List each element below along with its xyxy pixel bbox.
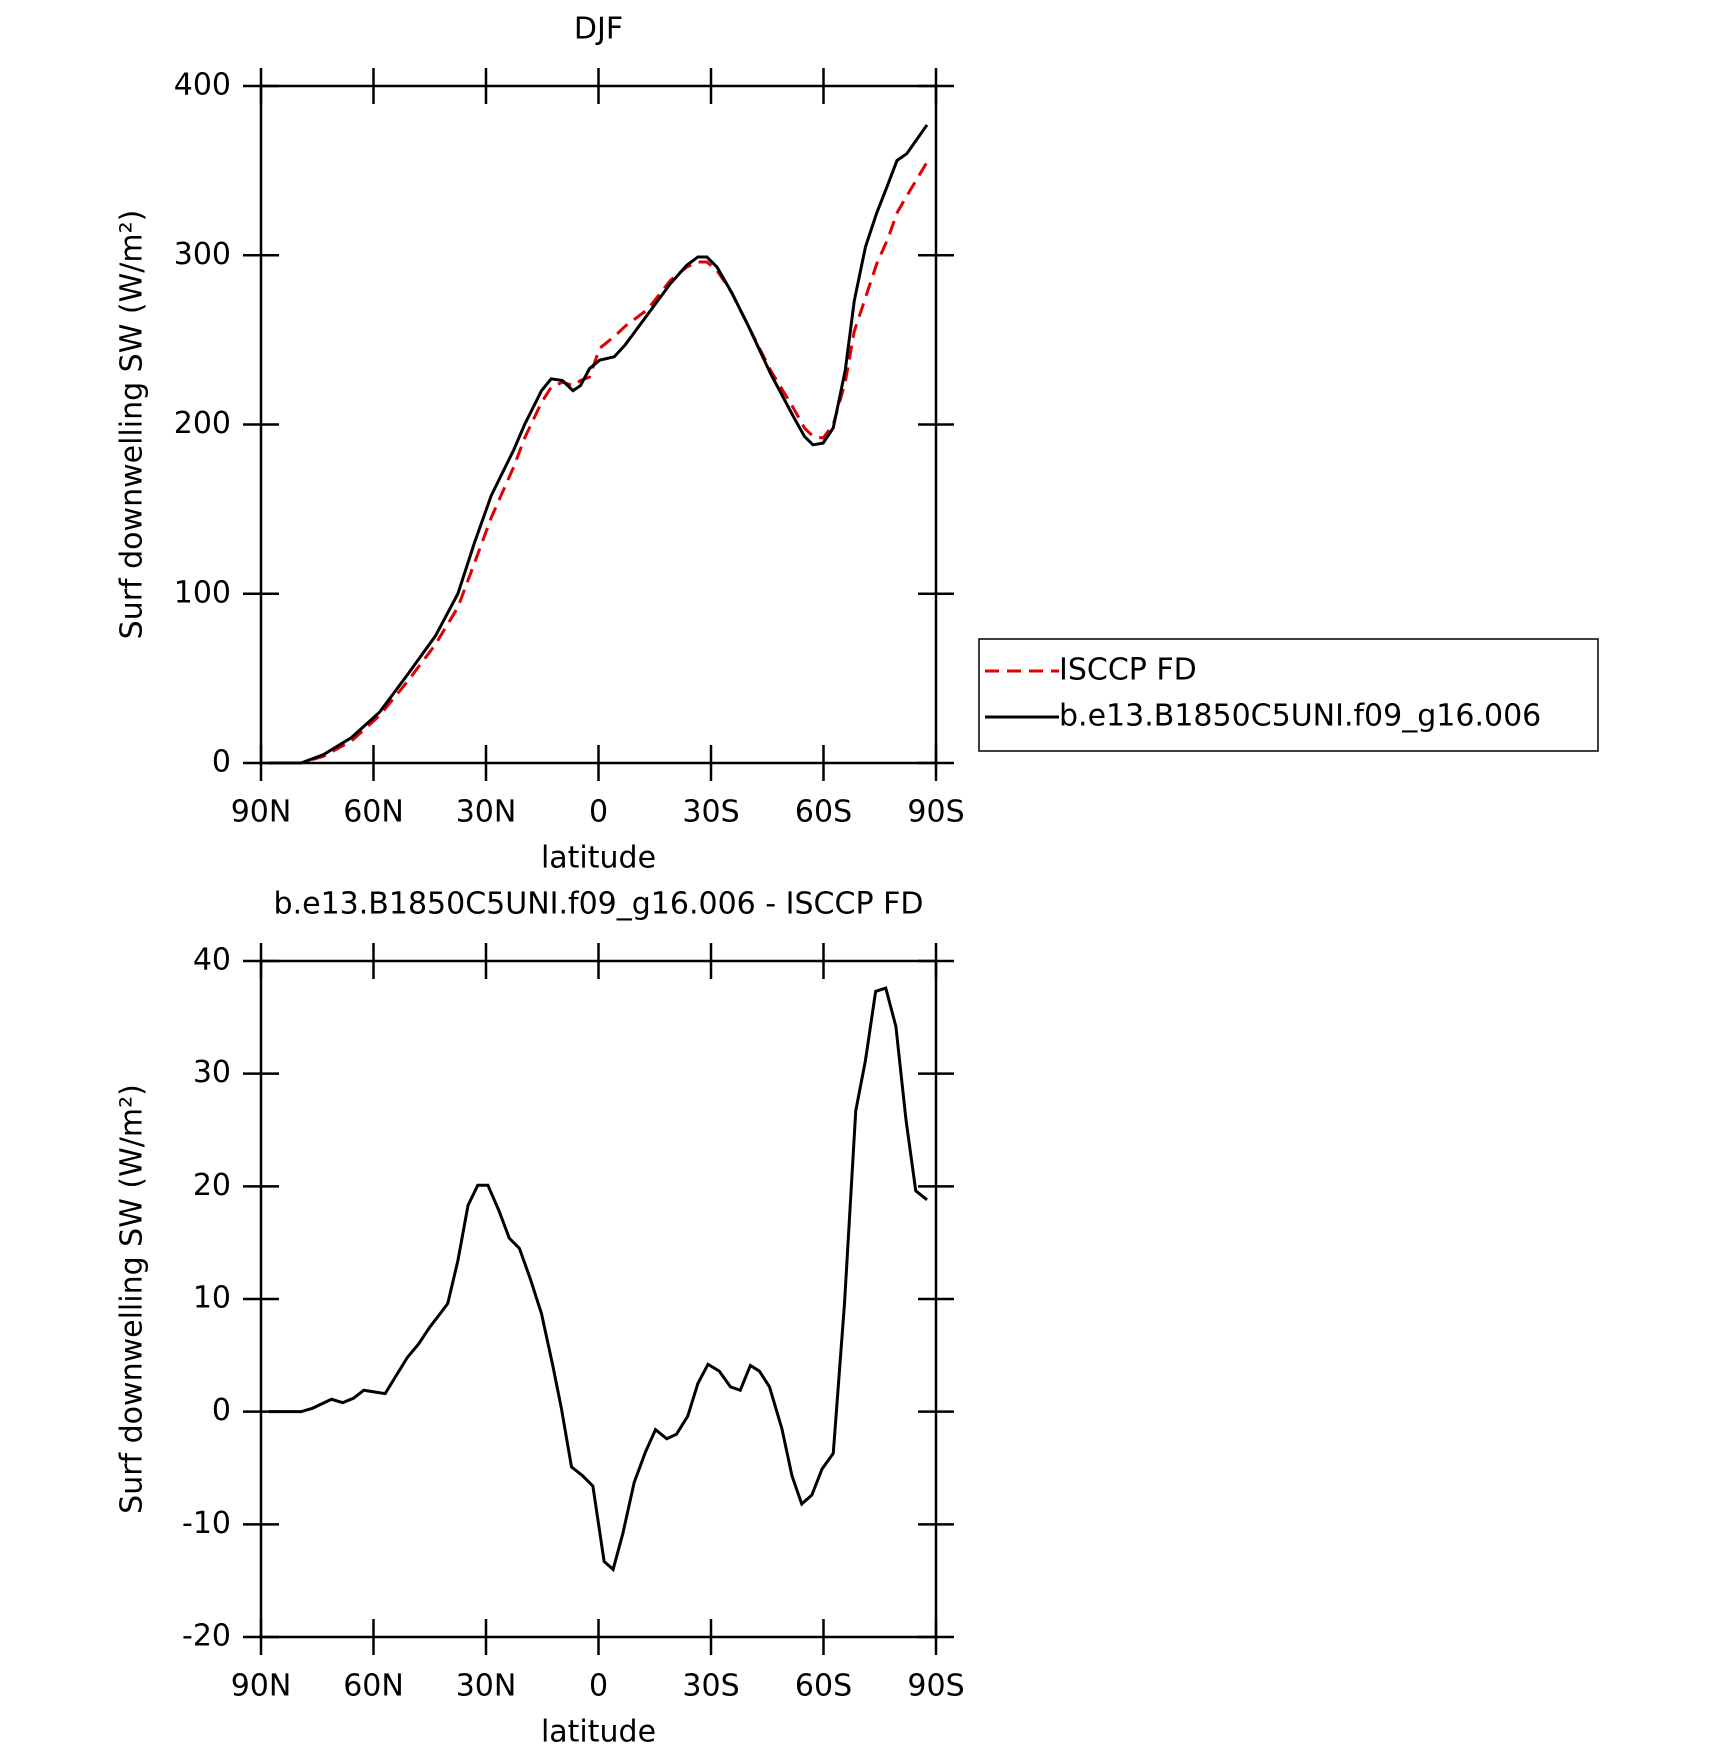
data-line: [268, 161, 929, 765]
y-tick-label: 0: [212, 745, 231, 780]
data-line: [268, 986, 928, 1573]
y-tick-label: -20: [182, 1619, 231, 1654]
x-axis-label: latitude: [541, 841, 656, 876]
x-tick-label: 30S: [682, 1669, 739, 1704]
y-tick-label: 30: [193, 1055, 231, 1090]
x-tick-label: 60S: [795, 1669, 852, 1704]
x-tick-label: 0: [589, 795, 608, 830]
x-tick-label: 30N: [456, 1669, 517, 1704]
plot-frame: [259, 959, 938, 1639]
x-tick-label: 90S: [907, 1669, 964, 1704]
y-tick-label: 20: [193, 1168, 231, 1203]
x-tick-label: 30S: [682, 795, 739, 830]
y-tick-label: 0: [212, 1393, 231, 1428]
plot-frame: [259, 84, 938, 765]
x-tick-label: 90S: [907, 795, 964, 830]
x-tick-label: 30N: [456, 795, 517, 830]
chart-title: b.e13.B1850C5UNI.f09_g16.006 - ISCCP FD: [274, 887, 924, 922]
y-tick-label: -10: [182, 1506, 231, 1541]
x-tick-label: 90N: [231, 795, 292, 830]
y-axis-label: Surf downwelling SW (W/m²): [115, 210, 150, 640]
x-tick-label: 60N: [343, 795, 404, 830]
y-tick-label: 100: [174, 575, 231, 610]
y-axis-label: Surf downwelling SW (W/m²): [115, 1084, 150, 1514]
legend-label: b.e13.B1850C5UNI.f09_g16.006: [1059, 699, 1541, 734]
x-tick-label: 60N: [343, 1669, 404, 1704]
y-tick-label: 200: [174, 406, 231, 441]
y-tick-label: 10: [193, 1281, 231, 1316]
y-tick-label: 400: [174, 68, 231, 103]
y-tick-label: 300: [174, 237, 231, 272]
legend-box: [978, 638, 1599, 752]
chart-title: DJF: [574, 12, 623, 47]
x-tick-label: 0: [589, 1669, 608, 1704]
x-axis-label: latitude: [541, 1715, 656, 1750]
legend: ISCCP FD b.e13.B1850C5UNI.f09_g16.006: [978, 638, 1599, 752]
x-tick-label: 60S: [795, 795, 852, 830]
y-tick-label: 40: [193, 943, 231, 978]
legend-label: ISCCP FD: [1059, 653, 1197, 688]
x-tick-label: 90N: [231, 1669, 292, 1704]
data-line: [268, 124, 929, 765]
